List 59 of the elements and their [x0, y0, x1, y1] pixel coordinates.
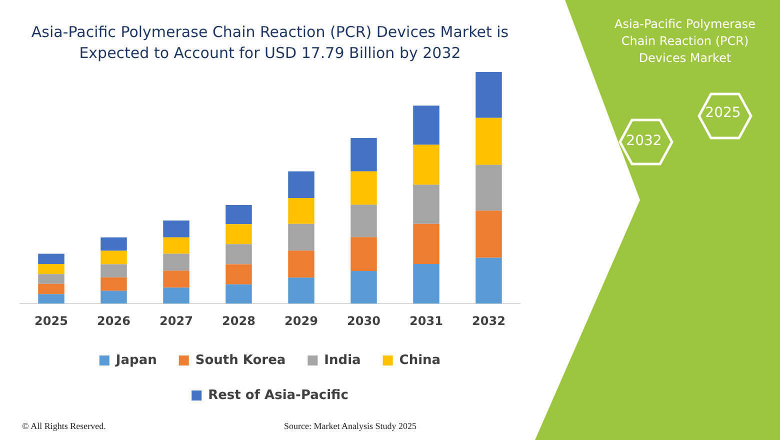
bar	[100, 237, 127, 251]
legend-label: China	[399, 352, 441, 368]
x-tick-label: 2029	[284, 314, 318, 328]
bar	[38, 274, 64, 284]
x-tick-label: 2028	[222, 314, 256, 328]
bar	[226, 284, 252, 304]
bar	[350, 171, 377, 205]
bar	[226, 244, 252, 264]
bar	[163, 254, 190, 271]
bar	[38, 254, 64, 264]
bar	[413, 106, 440, 145]
legend-label: South Korea	[195, 352, 286, 368]
bar	[163, 237, 190, 254]
x-tick-label: 2027	[160, 314, 193, 328]
x-tick-label: 2032	[472, 314, 506, 328]
bar	[350, 270, 377, 304]
bar	[38, 294, 64, 304]
bar	[100, 277, 127, 291]
bar	[413, 264, 440, 304]
bar	[288, 224, 314, 251]
x-tick-label: 2026	[97, 314, 130, 328]
x-tick-label: 2025	[34, 314, 68, 328]
bar	[288, 250, 314, 278]
legend-label: Japan	[114, 352, 157, 368]
bar	[413, 144, 440, 185]
bar	[38, 264, 64, 274]
bar	[288, 278, 314, 304]
legend-label: India	[324, 352, 361, 368]
bar	[163, 288, 190, 304]
bar	[476, 210, 502, 258]
text: Asia-Pacific Polymerase Chain Reaction (PCR) Devices Market	[613, 16, 756, 66]
bar	[163, 220, 190, 238]
source-note: Source: Market Analysis Study 2025	[284, 420, 418, 433]
bar	[226, 204, 252, 224]
bar	[226, 264, 252, 284]
x-tick-label: 2031	[410, 314, 443, 328]
bar	[288, 198, 314, 224]
bar	[476, 118, 502, 165]
bar	[163, 270, 190, 288]
bar	[100, 264, 127, 278]
bar	[288, 171, 314, 198]
x-tick-label: 2030	[347, 314, 380, 328]
bar	[476, 72, 502, 118]
text: 2025	[704, 104, 742, 123]
bar	[476, 164, 502, 211]
bar	[226, 224, 252, 244]
bar	[350, 138, 377, 172]
text: 2032	[625, 132, 663, 151]
bar	[413, 184, 440, 224]
bar	[413, 224, 440, 264]
bar	[100, 250, 127, 264]
bar	[350, 204, 377, 238]
legend-label: Rest of Asia-Pacific	[208, 388, 348, 403]
bar	[100, 290, 127, 304]
bar	[350, 237, 377, 271]
bar	[476, 258, 502, 304]
text: © All Rights Reserved.	[22, 420, 107, 433]
bar	[38, 284, 64, 294]
chart-title: Asia-Pacific Polymerase Chain Reaction (PCR) Devices Market is Expected to Account for USD 17.79 Billion by 2032	[30, 22, 510, 64]
